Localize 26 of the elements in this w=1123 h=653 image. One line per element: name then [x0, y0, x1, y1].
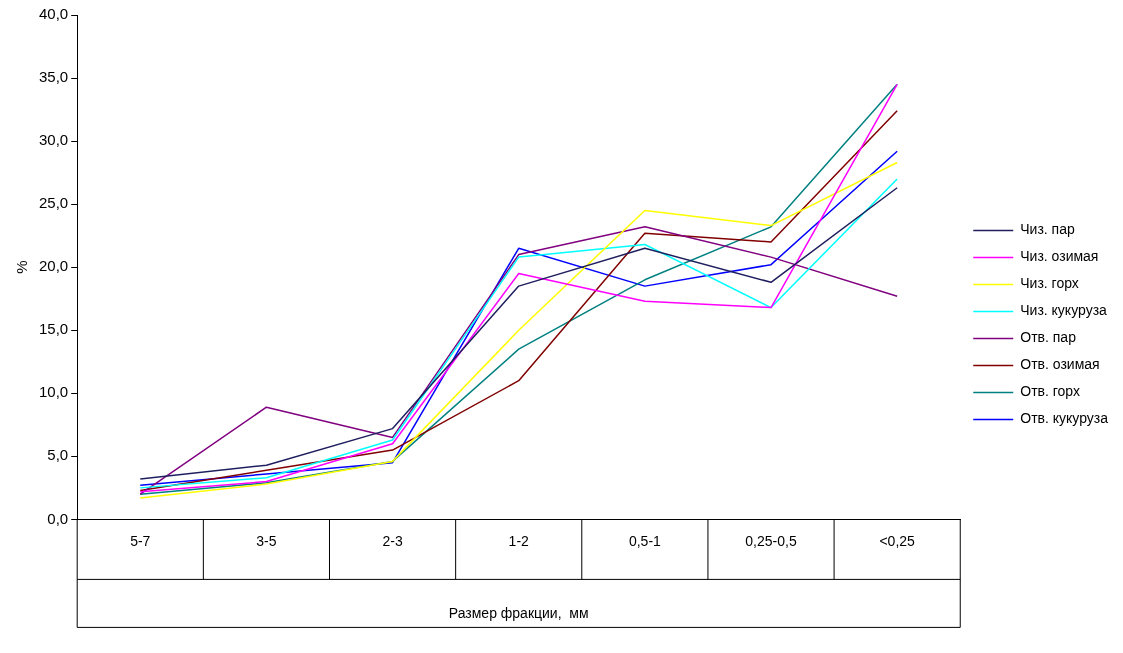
legend-label: Отв. озимая	[1020, 356, 1100, 373]
y-axis-title: %	[13, 260, 31, 274]
x-tick-label: 1-2	[508, 532, 530, 549]
legend-label: Чиз. кукуруза	[1020, 302, 1108, 319]
y-tick-label: 20,0	[38, 257, 69, 275]
x-tick-label: 0,25-0,5	[745, 532, 797, 549]
legend-label: Чиз. пар	[1020, 221, 1075, 238]
y-tick-label: 25,0	[38, 194, 69, 212]
x-axis-title: Размер фракции, мм	[448, 605, 589, 622]
x-tick-label: 5-7	[130, 532, 151, 549]
y-tick-label: 35,0	[38, 68, 69, 86]
legend-label: Отв. кукуруза	[1020, 410, 1109, 427]
y-tick-label: 10,0	[38, 383, 69, 401]
legend-label: Чиз. горх	[1020, 275, 1079, 292]
x-tick-label: 0,5-1	[628, 532, 662, 549]
x-tick-label: 2-3	[382, 532, 403, 549]
x-tick-label: 3-5	[256, 532, 277, 549]
y-tick-label: 5,0	[47, 446, 69, 464]
y-tick-label: 15,0	[38, 320, 69, 338]
legend-label: Чиз. озимая	[1020, 248, 1099, 265]
legend-label: Отв. пар	[1020, 329, 1077, 346]
y-tick-label: 0,0	[47, 509, 69, 527]
y-tick-label: 40,0	[38, 5, 69, 23]
legend-label: Отв. горх	[1020, 383, 1080, 400]
x-tick-label: <0,25	[879, 532, 916, 549]
y-tick-label: 30,0	[38, 131, 69, 149]
